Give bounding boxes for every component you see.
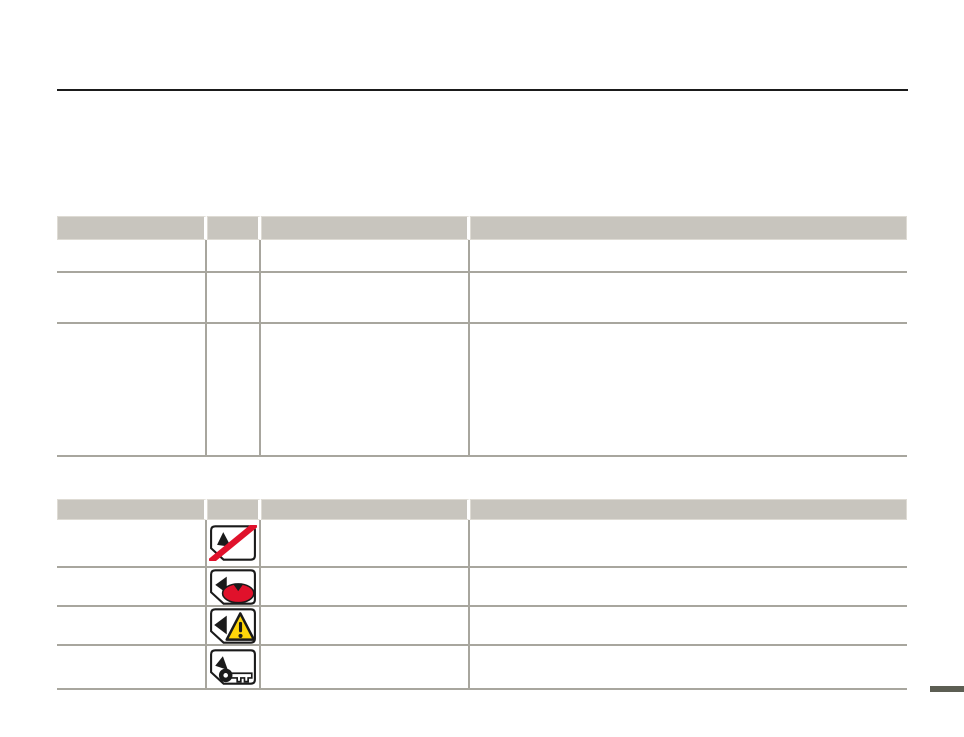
table1-header-cell-icon (207, 216, 261, 240)
table2-header-cell-symptom (57, 499, 207, 520)
table2-body (57, 520, 907, 690)
no-memory-card-icon (209, 525, 257, 561)
table-cell-icon (207, 607, 261, 646)
table-cell (57, 520, 207, 568)
table-cell (207, 240, 261, 273)
memory-card-key-lock-icon (210, 649, 256, 685)
table1-header-row (57, 216, 907, 240)
table-cell (470, 273, 907, 324)
table-cell (470, 568, 907, 607)
table1-header-cell-action (470, 216, 907, 240)
table2-header-row (57, 499, 907, 520)
table-cell (470, 240, 907, 273)
table-cell (470, 646, 907, 690)
table-cell (57, 324, 207, 457)
table-cell (57, 568, 207, 607)
table-cell (261, 568, 470, 607)
table-cell (261, 240, 470, 273)
memory-card-stop-icon (210, 568, 256, 605)
table-cell (57, 240, 207, 273)
table1-header-cell-message (261, 216, 470, 240)
table2-header-cell-message (261, 499, 470, 520)
troubleshooting-table-2 (57, 499, 907, 690)
page-number-tab (930, 686, 964, 692)
page-title-rule (57, 89, 908, 91)
table-cell (207, 273, 261, 324)
table-cell (57, 646, 207, 690)
table-cell (261, 607, 470, 646)
table-cell (57, 273, 207, 324)
table-cell-icon (207, 646, 261, 690)
table-cell (261, 324, 470, 457)
table-cell (57, 607, 207, 646)
table-cell (261, 520, 470, 568)
troubleshooting-table-1 (57, 216, 907, 457)
table-cell (470, 607, 907, 646)
table-cell (470, 324, 907, 457)
table-cell (261, 646, 470, 690)
table-cell (261, 273, 470, 324)
table2-header-cell-icon (207, 499, 261, 520)
table1-body (57, 240, 907, 457)
table1-header-cell-symptom (57, 216, 207, 240)
table-cell-icon (207, 568, 261, 607)
table-cell-icon (207, 520, 261, 568)
memory-card-warning-icon (210, 607, 256, 644)
table-cell (470, 520, 907, 568)
table-cell (207, 324, 261, 457)
table2-header-cell-action (470, 499, 907, 520)
